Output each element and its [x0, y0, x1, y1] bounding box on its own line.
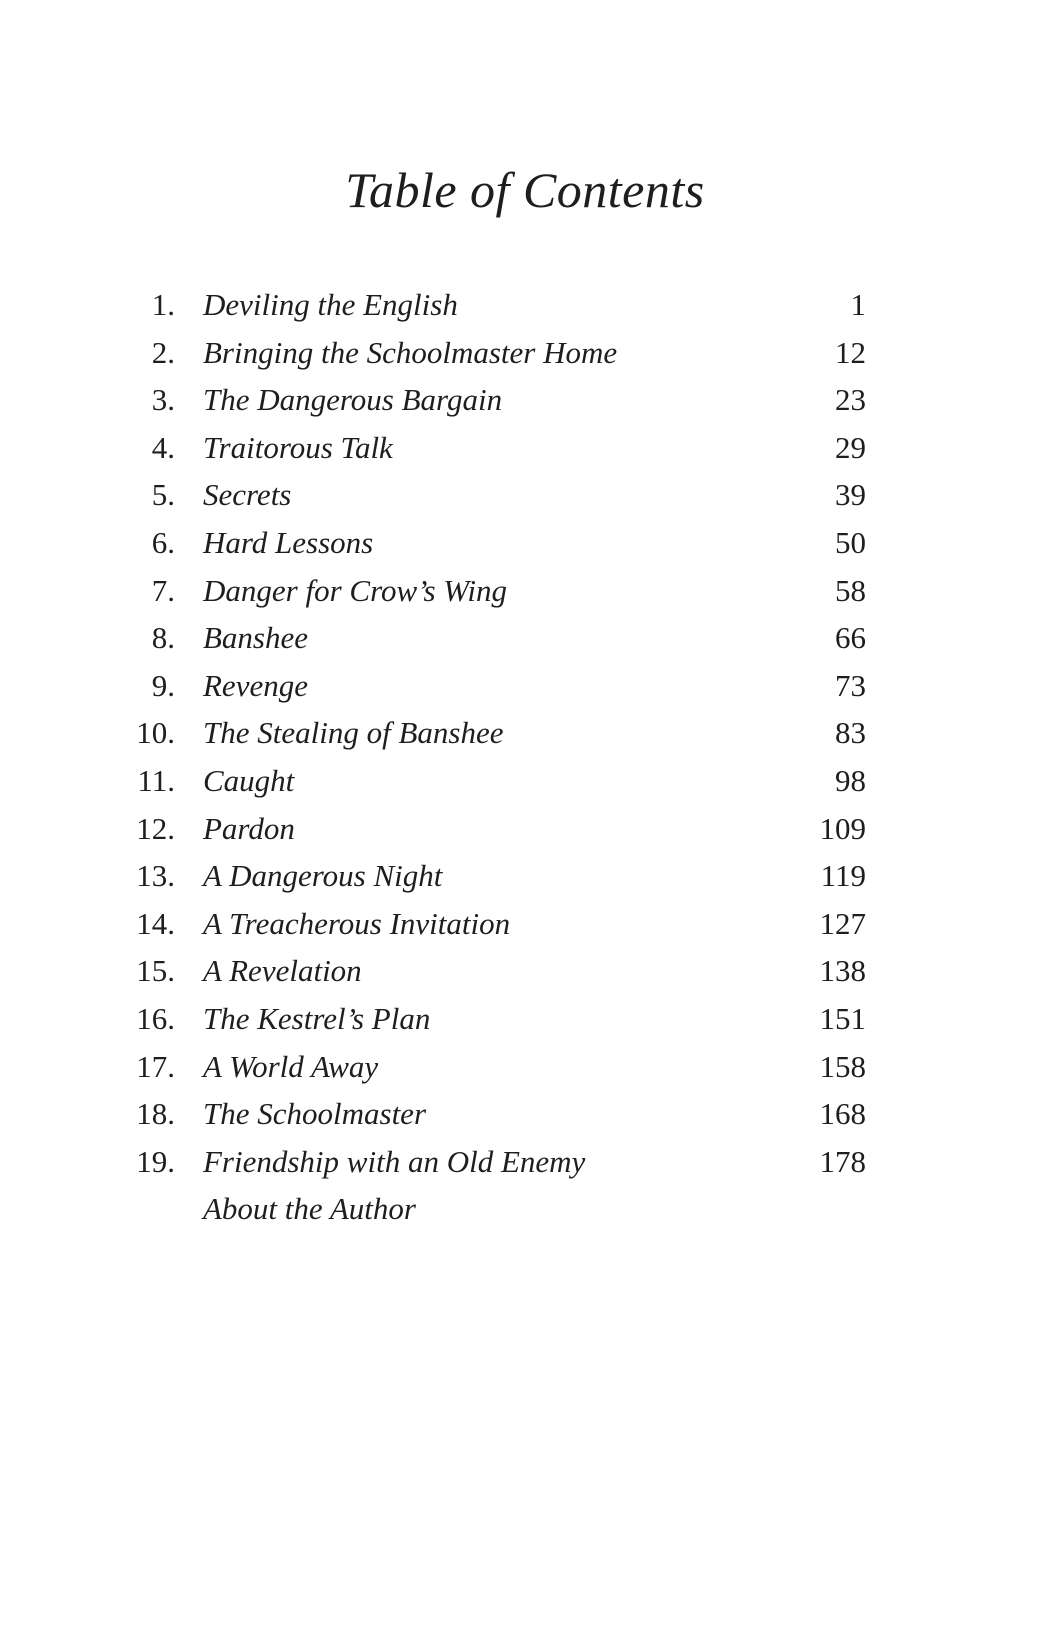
toc-entry: 18. The Schoolmaster 168 [0, 1090, 1050, 1138]
chapter-number: 18. [136, 1096, 175, 1132]
page-number: 127 [819, 905, 867, 941]
chapter-title: Pardon [203, 810, 295, 846]
chapter-title: Hard Lessons [203, 524, 374, 560]
chapter-number: 4. [151, 429, 175, 465]
chapter-number: 1. [151, 287, 175, 322]
page-number: 109 [819, 810, 867, 846]
chapter-title: A Revelation [203, 953, 362, 989]
page-title: Table of Contents [345, 162, 705, 218]
page-number: 158 [819, 1048, 867, 1084]
toc-entry: 17. A World Away 158 [0, 1043, 1050, 1091]
page-number: 50 [835, 524, 866, 560]
toc-entry: 2. Bringing the Schoolmaster Home 12 [0, 329, 1050, 377]
chapter-title: A Treacherous Invitation [203, 905, 511, 941]
page-number: 151 [819, 1000, 867, 1036]
toc-entry: 4. Traitorous Talk 29 [0, 424, 1050, 472]
chapter-number: 10. [136, 715, 175, 751]
chapter-title: A Dangerous Night [203, 858, 443, 894]
toc-entry: 13. A Dangerous Night 119 [0, 852, 1050, 900]
page-number: 138 [819, 953, 867, 989]
chapter-title: Deviling the English [203, 287, 458, 322]
chapter-title: Secrets [203, 477, 292, 513]
page-number: 58 [835, 572, 866, 608]
chapter-title: Revenge [203, 667, 308, 703]
page-number: 23 [835, 382, 866, 418]
toc-entry: About the Author [0, 1185, 1050, 1233]
toc-entry: 9. Revenge 73 [0, 662, 1050, 710]
page-number: 98 [835, 762, 866, 798]
chapter-title: Caught [203, 762, 295, 798]
page-number: 12 [835, 334, 866, 370]
chapter-number: 11. [137, 762, 175, 798]
table-of-contents: 1. Deviling the English 1 2. Bringing the Sc… [0, 281, 1050, 1233]
page-number: 168 [819, 1096, 867, 1132]
chapter-number: 13. [136, 858, 175, 894]
page-number: 178 [819, 1143, 867, 1179]
chapter-number: 6. [151, 524, 175, 560]
toc-entry: 7. Danger for Crow’s Wing 58 [0, 567, 1050, 615]
toc-entry: 12. Pardon 109 [0, 805, 1050, 853]
toc-entry: 11. Caught 98 [0, 757, 1050, 805]
chapter-title: About the Author [203, 1191, 416, 1227]
chapter-number: 7. [151, 572, 175, 608]
page-number: 29 [835, 429, 866, 465]
page-number: 1 [850, 287, 867, 322]
toc-entry: 16. The Kestrel’s Plan 151 [0, 995, 1050, 1043]
toc-entry: 19. Friendship with an Old Enemy 178 [0, 1138, 1050, 1186]
chapter-title: Traitorous Talk [203, 429, 393, 465]
chapter-number: 14. [136, 905, 175, 941]
toc-entry: 14. A Treacherous Invitation 127 [0, 900, 1050, 948]
chapter-number: 17. [136, 1048, 175, 1084]
chapter-number: 15. [136, 953, 175, 989]
chapter-title: The Schoolmaster [203, 1096, 427, 1132]
chapter-title: Bringing the Schoolmaster Home [203, 334, 618, 370]
chapter-number: 5. [151, 477, 175, 513]
page-number: 39 [835, 477, 866, 513]
chapter-title: Banshee [203, 620, 309, 656]
chapter-number: 3. [151, 382, 175, 418]
toc-entry: 10. The Stealing of Banshee 83 [0, 709, 1050, 757]
toc-entry: 1. Deviling the English 1 [0, 281, 1050, 329]
chapter-number: 2. [151, 334, 175, 370]
page-number: 66 [835, 620, 866, 656]
chapter-number: 12. [136, 810, 175, 846]
chapter-title: A World Away [203, 1048, 379, 1084]
toc-entry: 15. A Revelation 138 [0, 947, 1050, 995]
page-number: 119 [820, 858, 866, 894]
chapter-title: Friendship with an Old Enemy [203, 1143, 586, 1179]
chapter-title: Danger for Crow’s Wing [203, 572, 508, 608]
toc-entry: 3. The Dangerous Bargain 23 [0, 376, 1050, 424]
page-number: 83 [835, 715, 866, 751]
chapter-title: The Kestrel’s Plan [203, 1000, 431, 1036]
chapter-title: The Stealing of Banshee [203, 715, 504, 751]
chapter-number: 8. [151, 620, 175, 656]
chapter-title: The Dangerous Bargain [203, 382, 503, 418]
toc-entry: 5. Secrets 39 [0, 471, 1050, 519]
page-number: 73 [835, 667, 866, 703]
toc-entry: 8. Banshee 66 [0, 614, 1050, 662]
chapter-number: 9. [151, 667, 175, 703]
chapter-number: 16. [136, 1000, 175, 1036]
toc-entry: 6. Hard Lessons 50 [0, 519, 1050, 567]
chapter-number: 19. [136, 1143, 175, 1179]
